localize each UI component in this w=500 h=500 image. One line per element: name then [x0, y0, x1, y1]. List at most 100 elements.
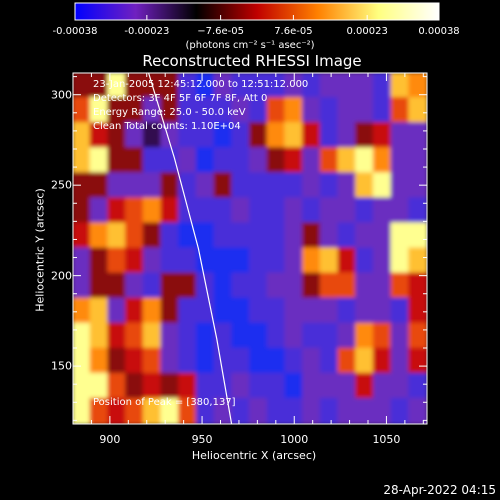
heatmap-cell [142, 372, 163, 400]
heatmap-cell [337, 272, 358, 300]
heatmap-cell [178, 372, 198, 400]
heatmap-cell [89, 372, 110, 400]
heatmap-cell [319, 147, 340, 175]
heatmap-cell [319, 297, 340, 325]
heatmap-cell [390, 73, 411, 100]
heatmap-cell [89, 272, 110, 300]
heatmap-cell [73, 97, 92, 125]
heatmap-cell [231, 172, 251, 200]
heatmap-cell [319, 272, 340, 300]
colorbar-units-label: (photons cm⁻² s⁻¹ asec⁻²) [185, 40, 315, 51]
heatmap-cell [89, 172, 110, 200]
heatmap-cell [355, 322, 375, 350]
heatmap-cell [73, 347, 92, 375]
heatmap-cell [107, 73, 128, 100]
heatmap-cell [125, 222, 145, 250]
heatmap-cell [89, 247, 110, 275]
heatmap-cell [178, 297, 198, 325]
heatmap-cell [142, 147, 163, 175]
heatmap-cell [319, 322, 340, 350]
heatmap-cell [89, 397, 110, 424]
heatmap-cell [337, 172, 358, 200]
heatmap-cell [125, 322, 145, 350]
heatmap-cell [213, 322, 234, 350]
heatmap-cell [302, 97, 322, 125]
y-tick-label: 200 [51, 269, 72, 283]
heatmap-cell [231, 122, 251, 150]
heatmap-cell [89, 122, 110, 150]
x-tick-label: 900 [99, 433, 121, 446]
heatmap-cell [73, 297, 92, 325]
heatmap-cell [390, 372, 411, 400]
heatmap-cell [178, 397, 198, 424]
x-tick-label: 950 [191, 433, 213, 446]
heatmap-cell [266, 172, 287, 200]
heatmap-cell [231, 297, 251, 325]
heatmap-cell [372, 297, 393, 325]
heatmap-cell [142, 247, 163, 275]
heatmap-cell [372, 397, 393, 424]
heatmap-cell [302, 322, 322, 350]
heatmap-cell [266, 272, 287, 300]
heatmap-cell [337, 73, 358, 100]
heatmap-cell [266, 372, 287, 400]
heatmap-cell [355, 197, 375, 225]
heatmap-cell [195, 147, 216, 175]
heatmap-cell [266, 397, 287, 424]
heatmap-cell [372, 172, 393, 200]
heatmap-cell [319, 197, 340, 225]
y-tick-label: 300 [51, 88, 72, 102]
heatmap-cell [125, 97, 145, 125]
y-tick-label: 250 [51, 178, 72, 192]
heatmap-cell [195, 372, 216, 400]
colorbar-tick-label: 0.00023 [346, 26, 388, 37]
heatmap-cell [372, 247, 393, 275]
heatmap-cell [319, 247, 340, 275]
heatmap-cell [302, 147, 322, 175]
heatmap-cell [337, 147, 358, 175]
heatmap-cell [355, 122, 375, 150]
heatmap-cell [302, 297, 322, 325]
annotation-time-range: 23-Jan-2005 12:45:12.000 to 12:51:12.000 [93, 79, 309, 90]
heatmap-cell [390, 172, 411, 200]
heatmap-cell [266, 147, 287, 175]
heatmap-cell [195, 97, 216, 125]
heatmap-cell [302, 197, 322, 225]
heatmap-cell [73, 222, 92, 250]
heatmap-cell [284, 197, 305, 225]
heatmap-cell [107, 222, 128, 250]
heatmap-cell [195, 247, 216, 275]
heatmap-cell [372, 347, 393, 375]
heatmap-cell [319, 122, 340, 150]
heatmap-cell [390, 347, 411, 375]
heatmap-cell [195, 122, 216, 150]
heatmap-cell [372, 122, 393, 150]
heatmap-cell [195, 73, 216, 100]
heatmap-cell [125, 272, 145, 300]
heatmap-cell [125, 122, 145, 150]
heatmap-cell [73, 272, 92, 300]
heatmap-cell [73, 73, 92, 100]
heatmap-cell [284, 322, 305, 350]
heatmap-cell [160, 222, 181, 250]
heatmap-cell [195, 397, 216, 424]
heatmap-cell [160, 322, 181, 350]
heatmap-cell [142, 272, 163, 300]
heatmap-cell [213, 297, 234, 325]
heatmap-cell [390, 197, 411, 225]
colorbar-tick-label: -0.00038 [52, 26, 98, 37]
heatmap-cell [107, 272, 128, 300]
heatmap-cell [125, 73, 145, 100]
heatmap-cell [319, 73, 340, 100]
heatmap-cell [178, 347, 198, 375]
heatmap-cell [73, 172, 92, 200]
heatmap-cell [160, 172, 181, 200]
heatmap-cell [107, 172, 128, 200]
heatmap-cell [372, 197, 393, 225]
heatmap-cell [178, 322, 198, 350]
heatmap-cell [372, 322, 393, 350]
heatmap-cell [266, 222, 287, 250]
heatmap-cell [249, 297, 269, 325]
heatmap-cell [213, 372, 234, 400]
heatmap-cell [73, 197, 92, 225]
